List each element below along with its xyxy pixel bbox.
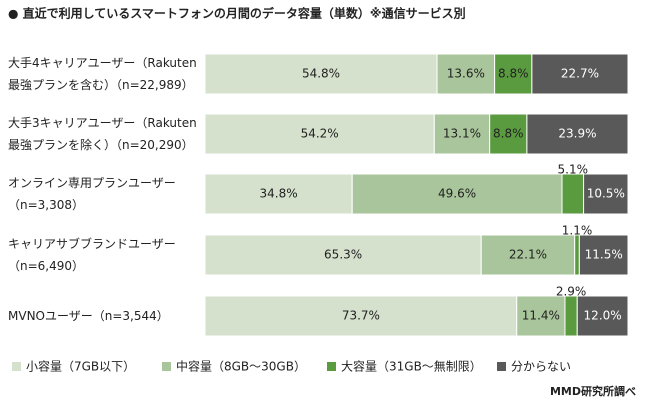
bar-segment <box>583 173 629 215</box>
bar-segment <box>204 173 353 215</box>
value-label: 54.2% <box>301 127 339 141</box>
chart-title: ● 直近で利用しているスマートフォンの月間のデータ容量（単数）※通信サービス別 <box>8 6 466 21</box>
value-label: 2.9% <box>556 285 587 299</box>
category-label: オンライン専用プランユーザー（n=3,308） <box>8 176 176 212</box>
legend-swatch <box>12 362 21 371</box>
bar-segment <box>494 53 533 95</box>
value-label: 23.9% <box>558 127 596 141</box>
legend-swatch <box>497 362 506 371</box>
bar-segment <box>576 295 629 337</box>
value-label: 11.5% <box>585 248 623 262</box>
value-label: 49.6% <box>438 187 476 201</box>
value-label: 22.7% <box>561 67 599 81</box>
category-label: 大手3キャリアユーザー（Rakuten 最強プランを除く）（n=20,290） <box>8 116 197 152</box>
value-label: 1.1% <box>562 224 593 238</box>
bar-segment <box>531 53 629 95</box>
bar-segment <box>574 234 580 276</box>
bar-segment <box>204 295 518 337</box>
bar-segment <box>351 173 563 215</box>
legend-label: 小容量（7GB以下） <box>26 359 135 374</box>
value-label: 13.1% <box>443 127 481 141</box>
value-label: 12.0% <box>584 309 622 323</box>
legend-label: 大容量（31GB～無制限） <box>341 359 482 374</box>
category-label: 大手4キャリアユーザー（Rakuten 最強プランを含む）（n=22,989） <box>8 56 197 92</box>
legend-swatch <box>162 362 171 371</box>
value-label: 8.8% <box>498 67 529 81</box>
category-label: キャリアサブブランドユーザー（n=6,490） <box>8 236 176 273</box>
bar-segment <box>436 53 496 95</box>
value-label: 10.5% <box>587 187 625 201</box>
value-label: 65.3% <box>324 248 362 262</box>
bar-segment <box>564 295 578 337</box>
value-label: 22.1% <box>509 248 547 262</box>
value-label: 54.8% <box>302 67 340 81</box>
bar-segment <box>204 53 438 95</box>
bar-segment <box>204 113 435 155</box>
source: MMD研究所調べ <box>550 384 636 398</box>
category-label: MVNOユーザー（n=3,544） <box>8 309 169 323</box>
legend-label: 分からない <box>511 360 571 374</box>
legend-swatch <box>327 362 336 371</box>
value-label: 73.7% <box>342 309 380 323</box>
bar-segment <box>561 173 585 215</box>
bar-segment <box>526 113 629 155</box>
legend-label: 中容量（8GB～30GB） <box>176 359 306 374</box>
value-label: 13.6% <box>447 67 485 81</box>
bar-segment <box>489 113 528 155</box>
bar-segment <box>578 234 629 276</box>
value-label: 34.8% <box>260 187 298 201</box>
bar-segment <box>204 234 482 276</box>
bar-segment <box>433 113 491 155</box>
value-label: 11.4% <box>522 309 560 323</box>
value-label: 5.1% <box>558 163 589 177</box>
value-label: 8.8% <box>493 127 524 141</box>
bar-segment <box>480 234 576 276</box>
bar-segment <box>516 295 566 337</box>
